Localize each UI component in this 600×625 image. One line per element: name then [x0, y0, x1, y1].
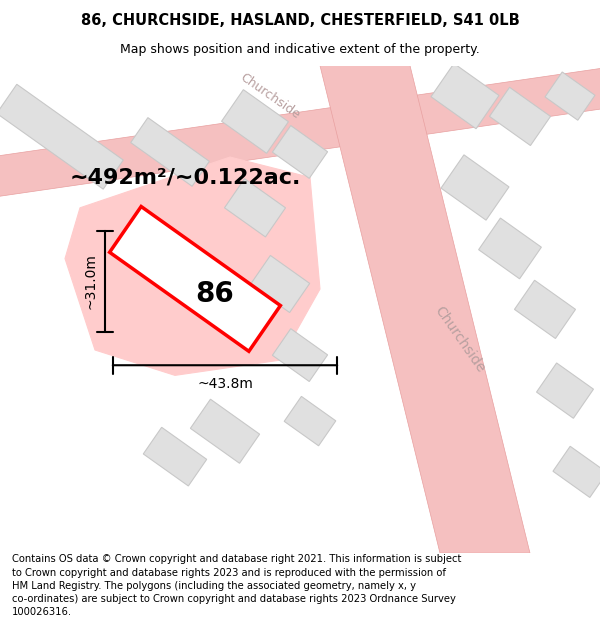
Polygon shape	[553, 446, 600, 498]
Polygon shape	[514, 280, 575, 339]
Polygon shape	[272, 126, 328, 178]
Polygon shape	[110, 206, 280, 351]
Text: ~43.8m: ~43.8m	[197, 378, 253, 391]
Text: Churchside: Churchside	[432, 304, 488, 376]
Text: 86: 86	[196, 280, 235, 308]
Polygon shape	[0, 84, 123, 189]
Polygon shape	[431, 63, 499, 129]
Text: Contains OS data © Crown copyright and database right 2021. This information is : Contains OS data © Crown copyright and d…	[12, 554, 461, 618]
Polygon shape	[441, 155, 509, 220]
Polygon shape	[320, 66, 530, 553]
Polygon shape	[65, 157, 320, 376]
Text: Churchside: Churchside	[238, 71, 302, 121]
Text: ~31.0m: ~31.0m	[83, 254, 97, 309]
Polygon shape	[545, 72, 595, 120]
Text: ~492m²/~0.122ac.: ~492m²/~0.122ac.	[70, 168, 301, 187]
Polygon shape	[284, 396, 336, 446]
Polygon shape	[0, 66, 600, 198]
Polygon shape	[131, 118, 209, 186]
Polygon shape	[536, 363, 593, 418]
Polygon shape	[143, 428, 207, 486]
Polygon shape	[190, 399, 260, 463]
Polygon shape	[272, 329, 328, 381]
Polygon shape	[479, 218, 541, 279]
Text: Map shows position and indicative extent of the property.: Map shows position and indicative extent…	[120, 42, 480, 56]
Polygon shape	[221, 89, 289, 153]
Text: 86, CHURCHSIDE, HASLAND, CHESTERFIELD, S41 0LB: 86, CHURCHSIDE, HASLAND, CHESTERFIELD, S…	[80, 13, 520, 28]
Polygon shape	[250, 256, 310, 312]
Polygon shape	[490, 88, 551, 146]
Polygon shape	[224, 179, 286, 237]
